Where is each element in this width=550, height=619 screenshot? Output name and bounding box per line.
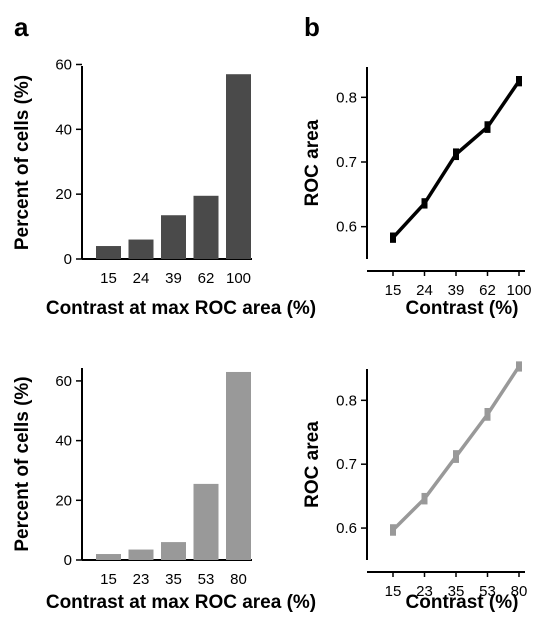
x-tick-label: 35 — [448, 583, 465, 600]
y-tick-label: 0.6 — [336, 219, 357, 236]
y-tick-label: 0.8 — [336, 89, 357, 106]
bar — [193, 195, 219, 259]
x-tick-label: 62 — [198, 270, 215, 287]
x-axis-label: Contrast (%) — [406, 592, 519, 613]
x-tick-label: 23 — [416, 583, 433, 600]
x-tick-label: 23 — [133, 571, 150, 588]
data-point — [453, 151, 459, 157]
x-axis-label: Contrast (%) — [406, 298, 519, 319]
y-tick-label: 0 — [64, 552, 72, 569]
y-tick-label: 20 — [55, 186, 72, 203]
y-tick-label: 0 — [64, 251, 72, 268]
data-point — [422, 496, 427, 502]
x-tick-label: 62 — [479, 282, 496, 299]
y-tick-label: 0.7 — [336, 456, 357, 473]
x-axis-label: Contrast at max ROC area (%) — [46, 592, 316, 613]
x-axis-label: Contrast at max ROC area (%) — [46, 298, 316, 319]
data-point — [516, 363, 522, 369]
y-axis-label: ROC area — [302, 421, 323, 508]
bar — [128, 239, 154, 259]
chart-top-left: 0 20 40 60 15 24 39 62 100 Contrast at max ROC ar… — [12, 56, 316, 319]
bar — [161, 542, 186, 560]
data-point — [485, 411, 490, 417]
x-tick-label: 100 — [226, 270, 251, 287]
y-axis-label: Percent of cells (%) — [12, 376, 33, 551]
bar — [226, 371, 251, 560]
data-point — [422, 200, 427, 206]
data-point — [485, 124, 490, 130]
x-tick-label: 15 — [385, 282, 402, 299]
y-tick-label: 0.8 — [336, 392, 357, 409]
x-tick-label: 39 — [448, 282, 465, 299]
x-tick-label: 53 — [479, 583, 496, 600]
data-point — [453, 454, 459, 460]
charts-container: 0 20 40 60 15 24 39 62 100 Contrast at max ROC ar… — [12, 56, 532, 613]
bar — [161, 215, 186, 259]
bar — [193, 483, 219, 560]
y-tick-label: 60 — [55, 373, 72, 390]
y-tick-label: 60 — [55, 56, 72, 73]
y-tick-label: 0.7 — [336, 154, 357, 171]
x-tick-label: 35 — [165, 571, 182, 588]
data-point — [390, 235, 396, 241]
x-tick-label: 24 — [133, 270, 150, 287]
x-tick-label: 100 — [506, 282, 531, 299]
x-tick-label: 80 — [230, 571, 247, 588]
bar — [96, 554, 121, 560]
y-tick-label: 40 — [55, 433, 72, 450]
data-point — [390, 527, 396, 533]
x-tick-label: 15 — [385, 583, 402, 600]
x-tick-label: 15 — [100, 571, 117, 588]
x-tick-label: 39 — [165, 270, 182, 287]
x-tick-label: 15 — [100, 270, 117, 287]
data-point — [516, 78, 522, 84]
bar — [226, 74, 251, 259]
x-tick-label: 53 — [198, 571, 215, 588]
y-tick-label: 20 — [55, 492, 72, 509]
series-line — [391, 365, 521, 532]
y-axis-label: Percent of cells (%) — [12, 75, 33, 250]
chart-bottom-left: 0 20 40 60 15 23 35 53 80 Contrast at max ROC are… — [12, 368, 316, 613]
y-axis-label: ROC area — [302, 119, 323, 206]
x-tick-label: 80 — [511, 583, 528, 600]
x-tick-label: 24 — [416, 282, 433, 299]
bar — [96, 246, 121, 259]
bar — [128, 549, 154, 560]
panel-label-a: a — [14, 12, 29, 42]
panel-label-b: b — [304, 12, 320, 42]
y-tick-label: 40 — [55, 121, 72, 138]
y-tick-label: 0.6 — [336, 520, 357, 537]
